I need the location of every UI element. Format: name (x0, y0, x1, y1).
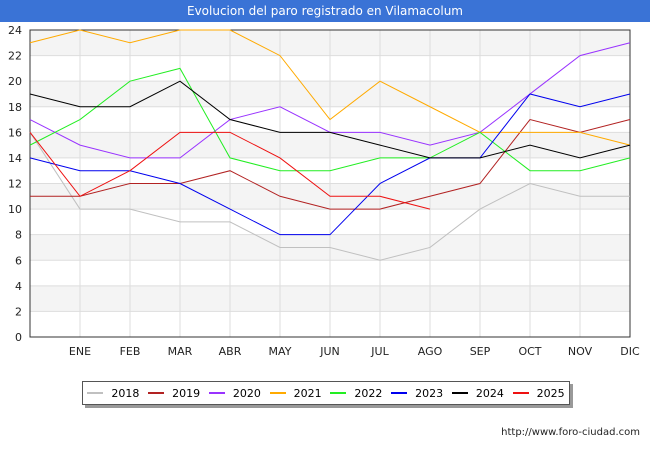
legend-label: 2022 (354, 386, 383, 400)
legend-item-2018: 2018 (87, 387, 139, 400)
legend-label: 2024 (475, 386, 504, 400)
series-line-2021 (29, 29, 631, 146)
legend-item-2022: 2022 (330, 387, 382, 400)
x-tick-label: FEB (120, 345, 141, 358)
x-tick-label: DIC (620, 345, 640, 358)
series-line-2019 (30, 118, 631, 210)
legend-label: 2020 (232, 386, 261, 400)
x-tick-label: NOV (568, 345, 593, 358)
chart-title: Evolucion del paro registrado en Vilamac… (186, 4, 463, 18)
y-tick-label: 22 (8, 50, 22, 63)
legend-item-2023: 2023 (391, 387, 443, 400)
legend-swatch (208, 392, 225, 394)
legend-label: 2021 (293, 386, 322, 400)
y-tick-label: 24 (8, 24, 22, 37)
y-tick-label: 8 (15, 229, 22, 242)
series-line-2024 (29, 80, 631, 159)
legend-item-2020: 2020 (208, 386, 261, 400)
y-tick-label: 14 (8, 152, 22, 165)
legend-swatch (330, 392, 347, 394)
y-tick-label: 18 (8, 101, 22, 114)
series-line-2018 (29, 132, 630, 261)
legend-label: 2019 (172, 386, 201, 400)
chart-legend: 2018 2019 2020 2021 2022 2023 2024 2025 (82, 381, 570, 405)
series-line-2022 (29, 67, 631, 172)
legend-swatch (269, 392, 286, 394)
plot-frame (29, 29, 631, 338)
x-tick-label: JUL (370, 345, 389, 358)
legend-swatch (512, 392, 529, 394)
y-tick-label: 12 (8, 178, 22, 191)
x-tick-label: MAY (269, 345, 292, 358)
x-tick-label: SEP (470, 345, 491, 358)
x-tick-label: OCT (518, 345, 541, 358)
legend-item-2024: 2024 (451, 386, 504, 400)
series-line-2025 (29, 131, 431, 210)
legend-label: 2018 (111, 386, 140, 400)
chart-title-bar: Evolucion del paro registrado en Vilamac… (0, 0, 650, 22)
y-tick-label: 16 (8, 126, 22, 139)
legend-item-2021: 2021 (269, 386, 322, 400)
x-tick-label: ENE (69, 345, 91, 358)
legend-label: 2023 (415, 386, 444, 400)
legend-swatch (391, 392, 408, 394)
legend-label: 2025 (536, 386, 565, 400)
x-tick-label: AGO (418, 345, 443, 358)
y-tick-label: 0 (15, 331, 22, 344)
legend-item-2019: 2019 (148, 387, 200, 400)
legend-swatch (148, 392, 165, 394)
y-tick-label: 4 (15, 280, 22, 293)
y-tick-label: 20 (8, 75, 22, 88)
x-tick-label: ABR (219, 345, 242, 358)
legend-swatch (451, 392, 468, 394)
x-tick-label: JUN (319, 345, 340, 358)
legend-item-2025: 2025 (512, 386, 565, 400)
y-tick-label: 6 (15, 254, 22, 267)
y-tick-label: 10 (8, 203, 22, 216)
legend-swatch (87, 392, 104, 394)
x-tick-label: MAR (168, 345, 193, 358)
source-url: http://www.foro-ciudad.com (501, 427, 640, 438)
y-tick-label: 2 (15, 305, 22, 318)
